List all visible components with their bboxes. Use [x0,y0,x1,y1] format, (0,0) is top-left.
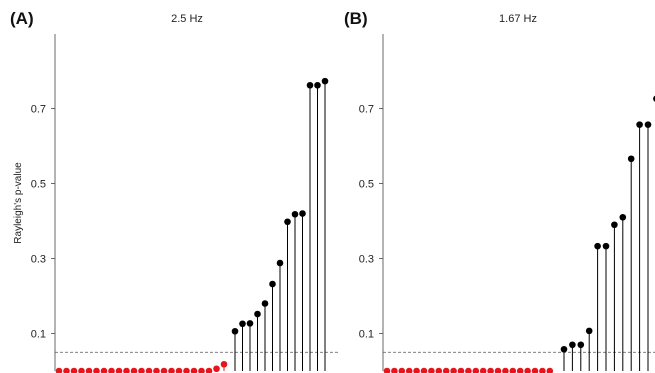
panel-b-stem-point-significant [413,367,420,373]
panel-b-stem-point-significant [546,367,554,373]
panel-a-stem-point-significant [115,367,123,373]
panel-a-stem-point-significant [153,367,160,373]
panel-b-label: (B) [344,9,368,28]
panel-a-stem-point [321,77,329,85]
panel-b-y-tick-label: 0.3 [359,254,374,266]
panel-b-stem-point [636,121,643,128]
panel-a-stem-point-significant [175,367,183,373]
panel-a-stem-point [306,81,314,89]
panel-b-stem-point-significant [450,367,457,373]
panel-a: (A) 2.5 Hz Rayleigh's p-value 0.10.30.50… [10,9,340,373]
panel-b-stem-point [619,213,627,221]
panel-a-stem-point-significant [70,367,78,373]
panel-a-stem-point-significant [138,367,145,373]
panel-a-y-ticks: 0.1 0.3 0.5 0.7 [31,104,55,341]
panel-a-y-tick-label: 0.7 [31,104,46,116]
panel-a-stem-point [246,320,254,327]
panel-b-stem-point [611,221,618,229]
panel-a-stem-point-significant [213,365,220,373]
panel-a-stem-point-significant [123,367,130,373]
panel-a-stem-point-significant [198,367,205,373]
panel-a-y-axis-label: Rayleigh's p-value [13,162,24,244]
panel-a-stems [55,77,329,373]
panel-a-stem-point-significant [55,367,63,373]
panel-a-label: (A) [10,9,34,28]
panel-b-stem-point-significant [465,367,472,373]
panel-a-y-tick-label: 0.5 [31,179,46,191]
panel-a-stem-point-significant [220,360,228,368]
panel-a-y-tick-label: 0.3 [31,254,46,266]
panel-a-stem-point-significant [108,367,115,373]
panel-a-stem-point [314,81,321,89]
panel-b-stem-point-significant [502,367,509,373]
panel-b-stems [383,95,655,373]
panel-b-stem-point-significant [509,367,517,373]
panel-b-stem-point-significant [524,367,531,373]
panel-b-stem-point [560,345,568,353]
panel-b-stem-point-significant [420,367,428,373]
panel-b-stem-point-significant [457,367,465,373]
panel-b-y-ticks: 0.1 0.3 0.5 0.7 [359,104,383,341]
panel-a-stem-point-significant [160,367,168,373]
panel-b-stem-point [577,341,585,349]
panel-b-stem-point [585,327,593,335]
panel-b-y-tick-label: 0.1 [359,329,374,341]
panel-a-stem-point-significant [205,367,213,373]
panel-b-y-tick-label: 0.7 [359,104,374,116]
panel-b-stem-point [569,341,576,349]
panel-a-stem-point [261,300,269,307]
panel-a-stem-point [254,310,261,318]
panel-b-stem-point [644,121,652,128]
panel-a-stem-point-significant [93,367,100,373]
panel-a-stem-point-significant [130,367,138,373]
panel-a-stem-point [276,259,284,267]
panel-b-stem-point-significant [472,367,480,373]
panel-a-stem-point-significant [190,367,198,373]
panel-b-stem-point-significant [494,367,502,373]
panel-a-stem-point-significant [145,367,153,373]
panel-b-title: 1.67 Hz [499,13,537,25]
panel-a-stem-point [239,320,246,328]
panel-b-stem-point [594,242,601,250]
panel-a-stem-point [231,327,239,335]
panel-a-stem-point [269,280,276,288]
panel-b-stem-point [627,155,635,163]
panel-b-stem-point-significant [383,367,391,373]
panel-b-stem-point-significant [487,367,494,373]
panel-b-y-tick-label: 0.5 [359,179,374,191]
panel-b-stem-point-significant [391,367,398,373]
panel-b-stem-point-significant [442,367,450,373]
panel-a-stem-point-significant [63,367,70,373]
panel-b-stem-point-significant [428,367,435,373]
panel-a-stem-point-significant [78,367,85,373]
panel-b-stem-point-significant [516,367,524,373]
panel-a-stem-point-significant [100,367,108,373]
panel-b-stem-point-significant [435,367,443,373]
panel-a-stem-point-significant [85,367,93,373]
panel-a-stem-point-significant [183,367,190,373]
panel-a-stem-point [299,210,306,217]
panel-b-stem-point-significant [531,367,539,373]
panel-b-stem-point-significant [479,367,487,373]
panel-b: (B) 1.67 Hz 0.1 0.3 0.5 0.7 [344,9,655,373]
panel-a-title: 2.5 Hz [171,13,203,25]
panel-a-stem-point [284,218,291,226]
panel-b-stem-point [602,242,610,250]
panel-a-stem-point [291,210,299,218]
panel-b-stem-point-significant [398,367,406,373]
panel-a-y-tick-label: 0.1 [31,329,46,341]
panel-b-stem-point-significant [405,367,413,373]
panel-a-stem-point-significant [168,367,175,373]
panel-b-stem-point-significant [539,367,546,373]
